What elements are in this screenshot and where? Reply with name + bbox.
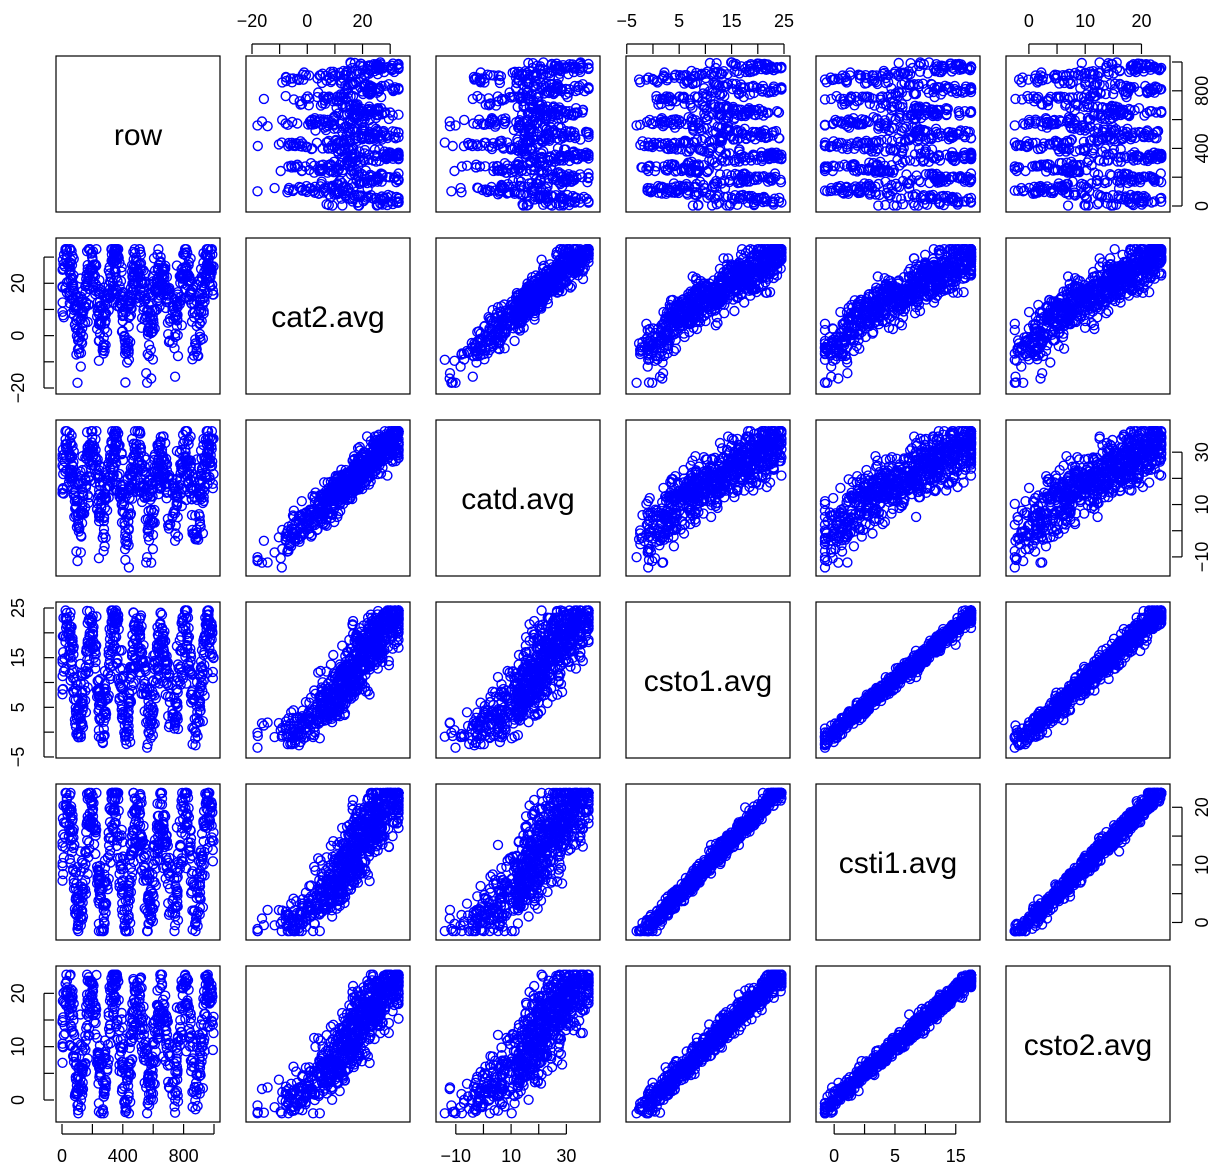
variable-label-row: row: [114, 119, 163, 152]
panel-row-vs-csti1.avg: [815, 55, 981, 213]
data-point: [444, 368, 456, 379]
panel-cat2.avg-vs-catd.avg: [435, 237, 601, 395]
data-point: [140, 368, 152, 379]
data-point: [252, 186, 263, 197]
panel-cat2.avg-vs-csto1.avg: [625, 237, 791, 395]
data-point: [459, 114, 470, 126]
data-point: [292, 118, 303, 129]
data-point: [1010, 93, 1021, 105]
data-point: [352, 197, 364, 208]
data-point: [275, 165, 286, 177]
data-point: [72, 377, 83, 388]
data-point: [826, 93, 837, 105]
data-point: [1094, 57, 1105, 68]
data-point: [121, 357, 133, 368]
data-point: [439, 354, 450, 365]
data-point: [509, 335, 520, 347]
data-point: [446, 186, 457, 197]
data-point: [1009, 120, 1020, 131]
data-point: [304, 93, 315, 104]
data-point: [369, 144, 380, 155]
data-point: [297, 69, 308, 80]
data-point: [376, 80, 387, 92]
data-point: [449, 165, 460, 177]
data-point: [276, 137, 287, 148]
data-point: [315, 114, 326, 125]
data-point: [324, 142, 335, 154]
panel-cat2.avg-vs-row: [55, 237, 221, 395]
data-point: [447, 140, 458, 152]
data-point: [377, 199, 388, 210]
data-point: [393, 109, 404, 120]
data-point: [298, 67, 310, 78]
data-point: [123, 321, 134, 332]
data-point: [536, 254, 547, 265]
data-point: [269, 182, 280, 194]
data-point: [893, 57, 904, 69]
data-point: [313, 188, 324, 200]
data-point: [252, 120, 263, 131]
panel-row-vs-row: row: [55, 55, 221, 213]
data-point: [467, 371, 478, 382]
data-point: [273, 139, 285, 150]
data-point: [349, 57, 360, 69]
data-point: [337, 200, 348, 211]
panel-row-vs-csto2.avg: [1005, 55, 1171, 213]
data-point: [455, 361, 466, 372]
data-point: [262, 120, 273, 132]
data-point: [296, 98, 308, 110]
data-point: [311, 137, 323, 149]
data-point: [252, 140, 263, 152]
data-point: [280, 118, 291, 129]
data-point: [280, 90, 291, 102]
data-point: [172, 350, 184, 362]
data-point: [388, 84, 399, 96]
data-point: [258, 93, 270, 105]
panel-row-vs-cat2.avg: [245, 55, 411, 213]
data-point: [302, 91, 313, 102]
data-point: [379, 80, 391, 92]
data-point: [75, 361, 87, 372]
panel-frame: [245, 55, 411, 213]
data-point: [359, 144, 371, 156]
data-point: [1062, 200, 1074, 211]
panel-frame: [55, 55, 221, 213]
data-point: [153, 243, 164, 255]
data-point: [120, 377, 131, 388]
panel-row-vs-catd.avg: [435, 55, 601, 213]
panel-row-vs-csto1.avg: [625, 55, 791, 213]
data-point: [309, 167, 320, 178]
data-point: [347, 62, 358, 74]
variable-label-cat2.avg: cat2.avg: [271, 301, 384, 334]
data-point: [169, 371, 181, 382]
data-point: [323, 135, 334, 147]
data-point: [93, 355, 105, 366]
panel-cat2.avg-vs-cat2.avg: cat2.avg: [245, 237, 411, 395]
